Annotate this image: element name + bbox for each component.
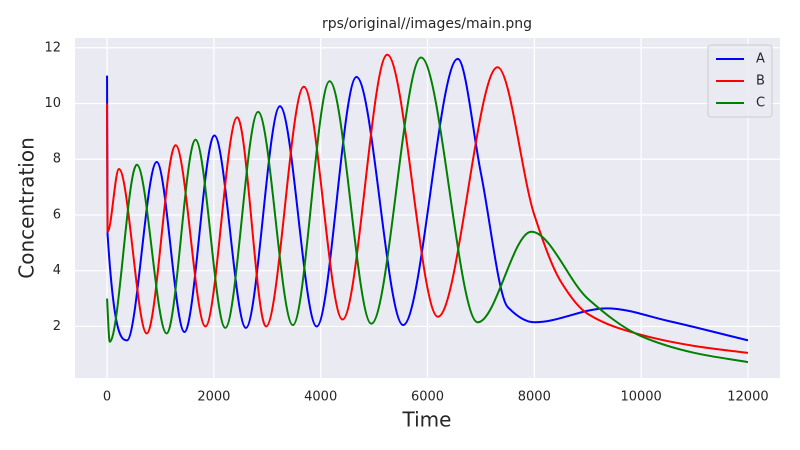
legend-label: B [756,74,765,89]
series-line [106,56,749,364]
series-line [106,57,749,342]
y-tick-label: 4 [53,263,61,278]
legend: ABC [707,44,773,118]
y-tick-label: 2 [53,319,61,334]
x-tick-label: 4000 [304,390,337,405]
legend-label: C [756,96,765,111]
series-line [106,53,749,354]
y-tick-label: 10 [44,96,61,111]
y-axis-label: Concentration [15,137,39,278]
x-tick-label: 0 [103,390,111,405]
chart-title: rps/original//images/main.png [322,16,532,32]
y-tick-label: 6 [53,207,61,222]
x-tick-label: 10000 [620,390,661,405]
y-tick-label: 12 [44,40,61,55]
x-axis-label: Time [402,408,452,432]
legend-label: A [756,52,765,67]
lines [106,53,749,364]
x-tick-label: 8000 [518,390,551,405]
x-tick-label: 2000 [197,390,230,405]
x-tick-label: 6000 [411,390,444,405]
x-tick-label: 12000 [727,390,768,405]
y-tick-label: 8 [53,152,61,167]
